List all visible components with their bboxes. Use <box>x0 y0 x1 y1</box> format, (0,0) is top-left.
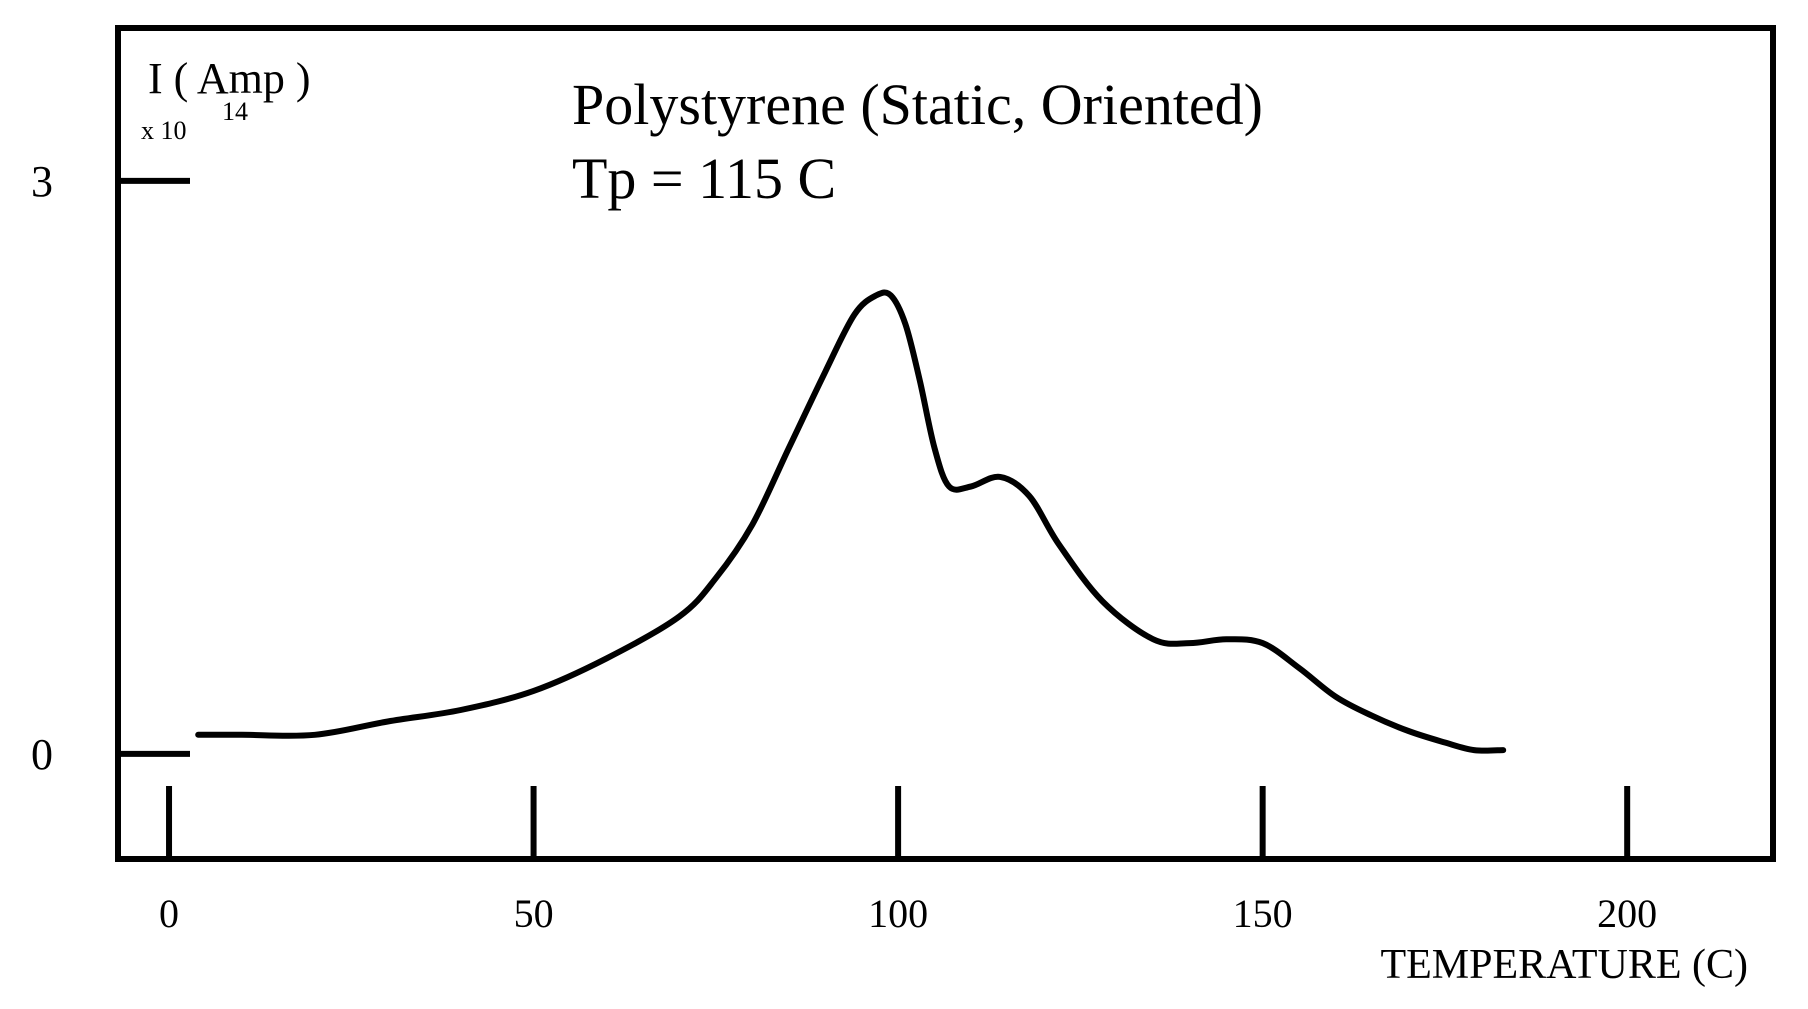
x-tick-label: 50 <box>514 891 554 936</box>
x-tick-label: 150 <box>1233 891 1293 936</box>
y-axis-multiplier-base: x 10 <box>141 116 187 145</box>
x-ticks: 0 50 100 150 200 <box>159 786 1657 936</box>
chart-title: Polystyrene (Static, Oriented) <box>572 72 1263 137</box>
y-axis-label: I ( Amp ) <box>148 54 311 103</box>
y-ticks: 03 <box>31 157 190 779</box>
x-tick-label: 100 <box>868 891 928 936</box>
plot-frame <box>115 25 1776 862</box>
y-tick-label: 3 <box>31 157 53 206</box>
series-line <box>195 289 1507 754</box>
x-axis-label: TEMPERATURE (C) <box>1381 942 1749 988</box>
y-axis-multiplier-exponent: 14 <box>222 97 248 126</box>
chart-subtitle: Tp = 115 C <box>572 146 836 211</box>
x-tick-label: 200 <box>1597 891 1657 936</box>
y-tick-label: 0 <box>31 730 53 779</box>
x-tick-label: 0 <box>159 891 179 936</box>
